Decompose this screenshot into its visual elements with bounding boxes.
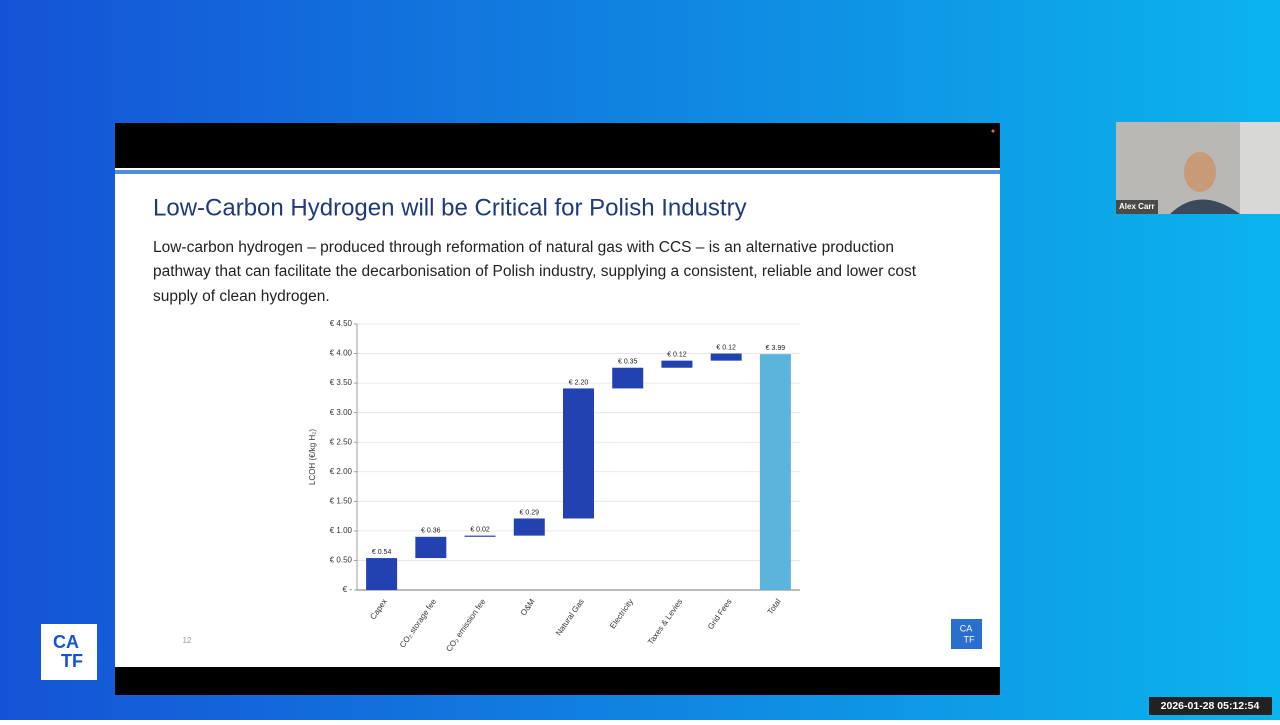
brand-logo-text: TF xyxy=(61,651,83,671)
bar xyxy=(661,360,693,368)
y-tick-label: € - xyxy=(343,585,353,594)
value-label: € 0.29 xyxy=(520,509,540,516)
slide-rule xyxy=(115,170,1000,174)
y-tick-label: € 3.50 xyxy=(330,378,353,387)
bar xyxy=(464,535,496,537)
y-tick-label: € 4.50 xyxy=(330,319,353,328)
timestamp: 2026-01-28 05:12:54 xyxy=(1161,700,1260,712)
y-tick-label: € 2.50 xyxy=(330,437,353,446)
name-tag xyxy=(1116,200,1158,214)
slide-logo xyxy=(951,619,982,649)
bar xyxy=(513,518,545,536)
bar xyxy=(563,388,594,519)
slide-logo-text: CA xyxy=(960,623,973,633)
webcam-person xyxy=(1170,199,1240,214)
value-label: € 0.02 xyxy=(470,526,490,533)
slide-body: supply of clean hydrogen. xyxy=(153,288,330,305)
indicator xyxy=(991,129,995,133)
webcam-person xyxy=(1184,152,1216,192)
participant-name: Alex Carr xyxy=(1119,202,1155,211)
y-tick-label: € 4.00 xyxy=(330,349,353,358)
value-label: € 0.54 xyxy=(372,549,392,556)
value-label: € 0.12 xyxy=(667,351,687,358)
y-tick-label: € 3.00 xyxy=(330,408,353,417)
bar xyxy=(759,354,791,590)
bar xyxy=(612,367,644,389)
slide-body: Low-carbon hydrogen – produced through r… xyxy=(153,239,894,256)
slide xyxy=(115,168,1000,667)
value-label: € 0.12 xyxy=(716,344,736,351)
slide-title: Low-Carbon Hydrogen will be Critical for… xyxy=(153,194,747,221)
page-number: 12 xyxy=(183,636,192,645)
slide-logo-text: TF xyxy=(964,634,975,644)
brand-logo xyxy=(41,624,97,680)
y-tick-label: € 1.50 xyxy=(330,496,353,505)
bar xyxy=(710,353,742,361)
webcam: Alex Carr xyxy=(1116,122,1280,214)
slide-body: pathway that can facilitate the decarbon… xyxy=(153,263,917,280)
value-label: € 2.20 xyxy=(569,379,589,386)
value-label: € 0.35 xyxy=(618,359,638,366)
value-label: € 3.99 xyxy=(766,345,786,352)
webcam-wall xyxy=(1240,122,1280,214)
timestamp-box xyxy=(1149,697,1272,715)
y-tick-label: € 1.00 xyxy=(330,526,353,535)
bar xyxy=(415,536,447,559)
y-tick-label: € 0.50 xyxy=(330,556,353,565)
y-tick-label: € 2.00 xyxy=(330,467,353,476)
y-axis-label: LCOH (€/kg H₂) xyxy=(308,429,317,485)
value-label: € 0.36 xyxy=(421,528,441,535)
bar xyxy=(366,558,398,590)
brand-logo-text: CA xyxy=(53,632,79,652)
